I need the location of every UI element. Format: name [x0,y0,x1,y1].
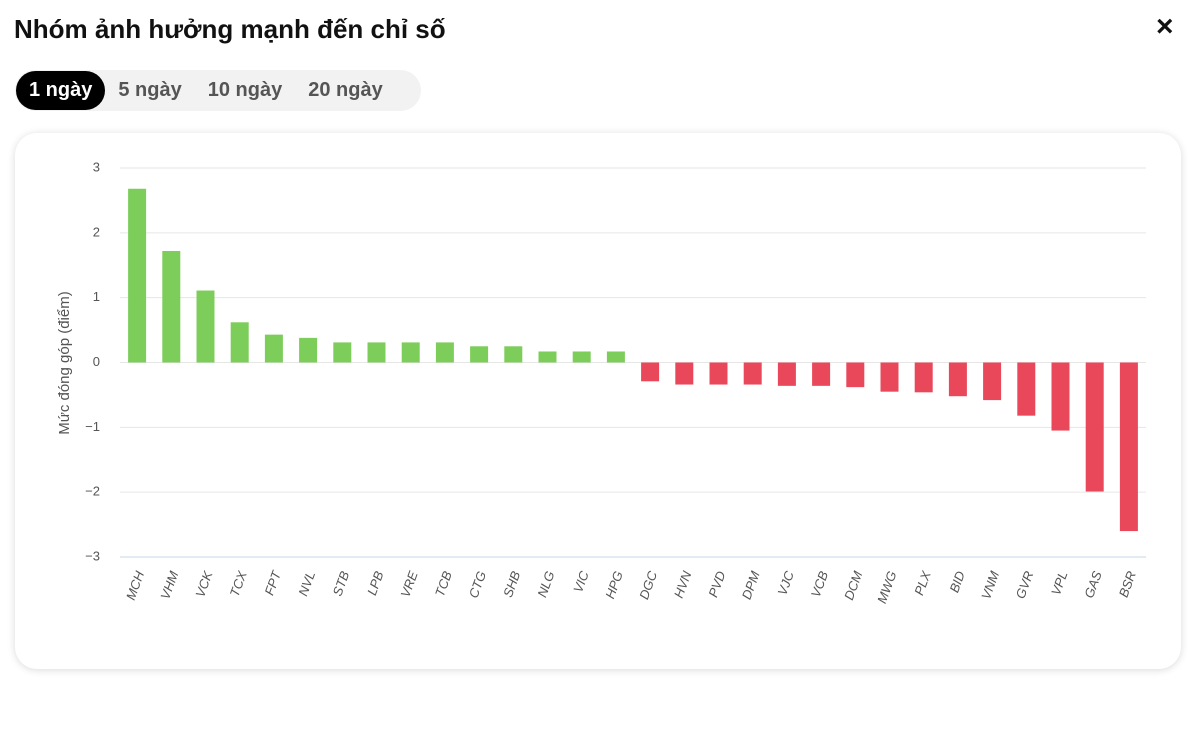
bar [470,346,489,363]
x-tick-label: BID [946,569,968,594]
bar [1051,362,1070,431]
bar [1017,362,1036,416]
bar [299,337,318,363]
x-tick-label: CTG [466,569,489,600]
close-button[interactable]: × [1156,10,1174,43]
y-tick-label: 2 [93,224,100,239]
x-tick-label: PVD [705,569,728,599]
bar [435,342,454,363]
x-tick-label: VRE [398,569,421,600]
x-tick-label: VPL [1048,569,1071,597]
x-tick-label: NLG [534,569,557,599]
bar [162,250,181,363]
bar [264,334,283,363]
y-tick-label: 1 [93,289,100,304]
bar [367,342,386,363]
bar [1085,362,1104,492]
x-tick-label: TCB [432,569,455,599]
x-tick-label: TCX [227,568,250,599]
bar [572,351,591,363]
x-tick-label: LPB [364,569,387,598]
y-tick-label: −1 [85,419,100,434]
bar [606,351,625,363]
x-tick-label: MWG [874,569,899,605]
x-tick-label: PLX [911,568,934,597]
bar [709,362,728,385]
bar [128,188,147,363]
x-tick-label: HVN [671,569,695,600]
tab[interactable]: 10 ngày [207,79,283,101]
bar [504,346,523,363]
bar [1119,362,1138,532]
x-tick-label: BSR [1116,569,1139,599]
y-tick-label: 0 [93,354,100,369]
x-tick-label: GVR [1013,569,1037,601]
bar [743,362,762,385]
x-tick-label: DGC [636,568,660,601]
x-tick-label: VJC [774,568,797,597]
x-tick-label: DPM [739,569,763,601]
tab-bar: 1 ngày 5 ngày 10 ngày 20 ngày [15,70,421,111]
tab[interactable]: 5 ngày [118,79,182,101]
y-axis-label: Mức đóng góp (điểm) [56,291,73,434]
x-tick-label: STB [330,569,353,598]
bar [230,322,249,363]
x-tick-label: SHB [500,569,523,600]
x-tick-label: GAS [1081,569,1105,600]
x-tick-label: MCH [123,569,147,603]
y-tick-label: −2 [85,484,100,499]
y-tick-label: 3 [93,159,100,174]
bar [538,351,557,363]
bar [948,362,967,397]
x-tick-label: VCK [192,568,216,599]
y-tick-label: −3 [85,548,100,563]
bar [812,362,831,386]
chart-card [15,133,1181,669]
x-tick-label: VHM [157,569,181,601]
bar [641,362,660,382]
bar [983,362,1002,401]
x-tick-label: FPT [261,568,284,597]
bar [675,362,694,385]
tab[interactable]: 1 ngày [16,71,106,110]
page-title: Nhóm ảnh hưởng mạnh đến chỉ số [14,14,446,44]
bar [914,362,933,393]
tab[interactable]: 20 ngày [308,79,383,101]
bar [880,362,899,392]
bar [777,362,796,386]
x-tick-label: VNM [978,569,1002,601]
bar [401,342,420,363]
x-tick-label: VIC [570,568,592,594]
x-tick-label: NVL [295,569,318,598]
bar [333,342,352,363]
bar [196,290,215,363]
x-tick-label: VCB [808,569,831,600]
x-tick-label: DCM [841,569,865,602]
bar [846,362,865,388]
x-tick-label: HPG [602,569,626,601]
